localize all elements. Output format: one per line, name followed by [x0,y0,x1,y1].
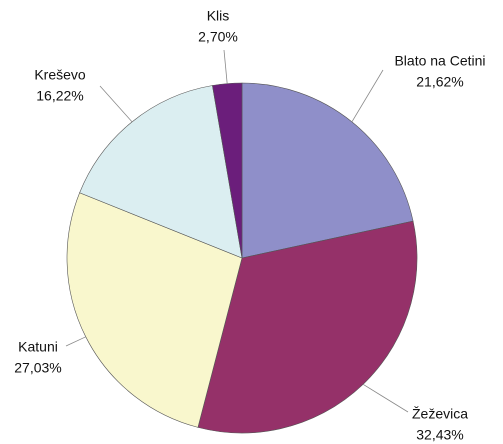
slice-value-label: 32,43% [416,427,463,443]
leader-line [362,383,409,413]
leader-line [99,85,133,123]
slice-label: Blato na Cetini [394,53,485,69]
pie-slice [79,85,243,259]
slice-value-label: 2,70% [198,29,238,45]
leader-line [65,336,86,347]
slice-label: Katuni [18,339,58,355]
slice-label: Kreševo [34,67,86,83]
slice-label: Žeževica [412,406,468,422]
slice-value-label: 16,22% [36,88,83,104]
slice-value-label: 27,03% [14,360,61,376]
slice-label: Klis [207,8,230,24]
pie-slice [241,82,414,259]
leader-line [351,69,384,123]
slice-value-label: 21,62% [416,74,463,90]
leader-line [223,49,228,84]
pie-slice [197,220,418,434]
pie-slice [66,192,243,428]
